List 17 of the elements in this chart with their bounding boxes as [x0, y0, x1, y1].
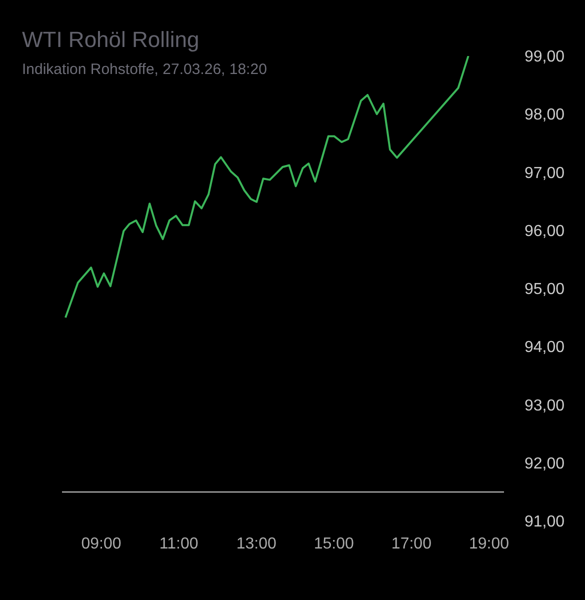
- y-tick-label: 97,00: [524, 164, 565, 182]
- y-tick-label: 98,00: [524, 106, 565, 124]
- chart-title: WTI Rohöl Rolling: [22, 27, 200, 52]
- x-tick-label: 09:00: [81, 536, 122, 552]
- y-tick-label: 95,00: [524, 281, 565, 298]
- chart-subtitle: Indikation Rohstoffe, 27.03.26, 18:20: [22, 61, 267, 78]
- y-tick-label: 91,00: [524, 514, 565, 530]
- y-tick-label: 93,00: [524, 397, 565, 414]
- y-tick-label: 96,00: [524, 222, 565, 240]
- y-tick-label: 99,00: [524, 48, 565, 66]
- x-tick-label: 15:00: [314, 536, 354, 552]
- y-tick-label: 94,00: [524, 339, 565, 356]
- x-tick-label: 19:00: [468, 536, 510, 552]
- x-tick-label: 17:00: [391, 536, 432, 552]
- y-tick-label: 92,00: [524, 455, 565, 472]
- x-tick-label: 13:00: [236, 536, 276, 552]
- x-tick-label: 11:00: [159, 536, 198, 552]
